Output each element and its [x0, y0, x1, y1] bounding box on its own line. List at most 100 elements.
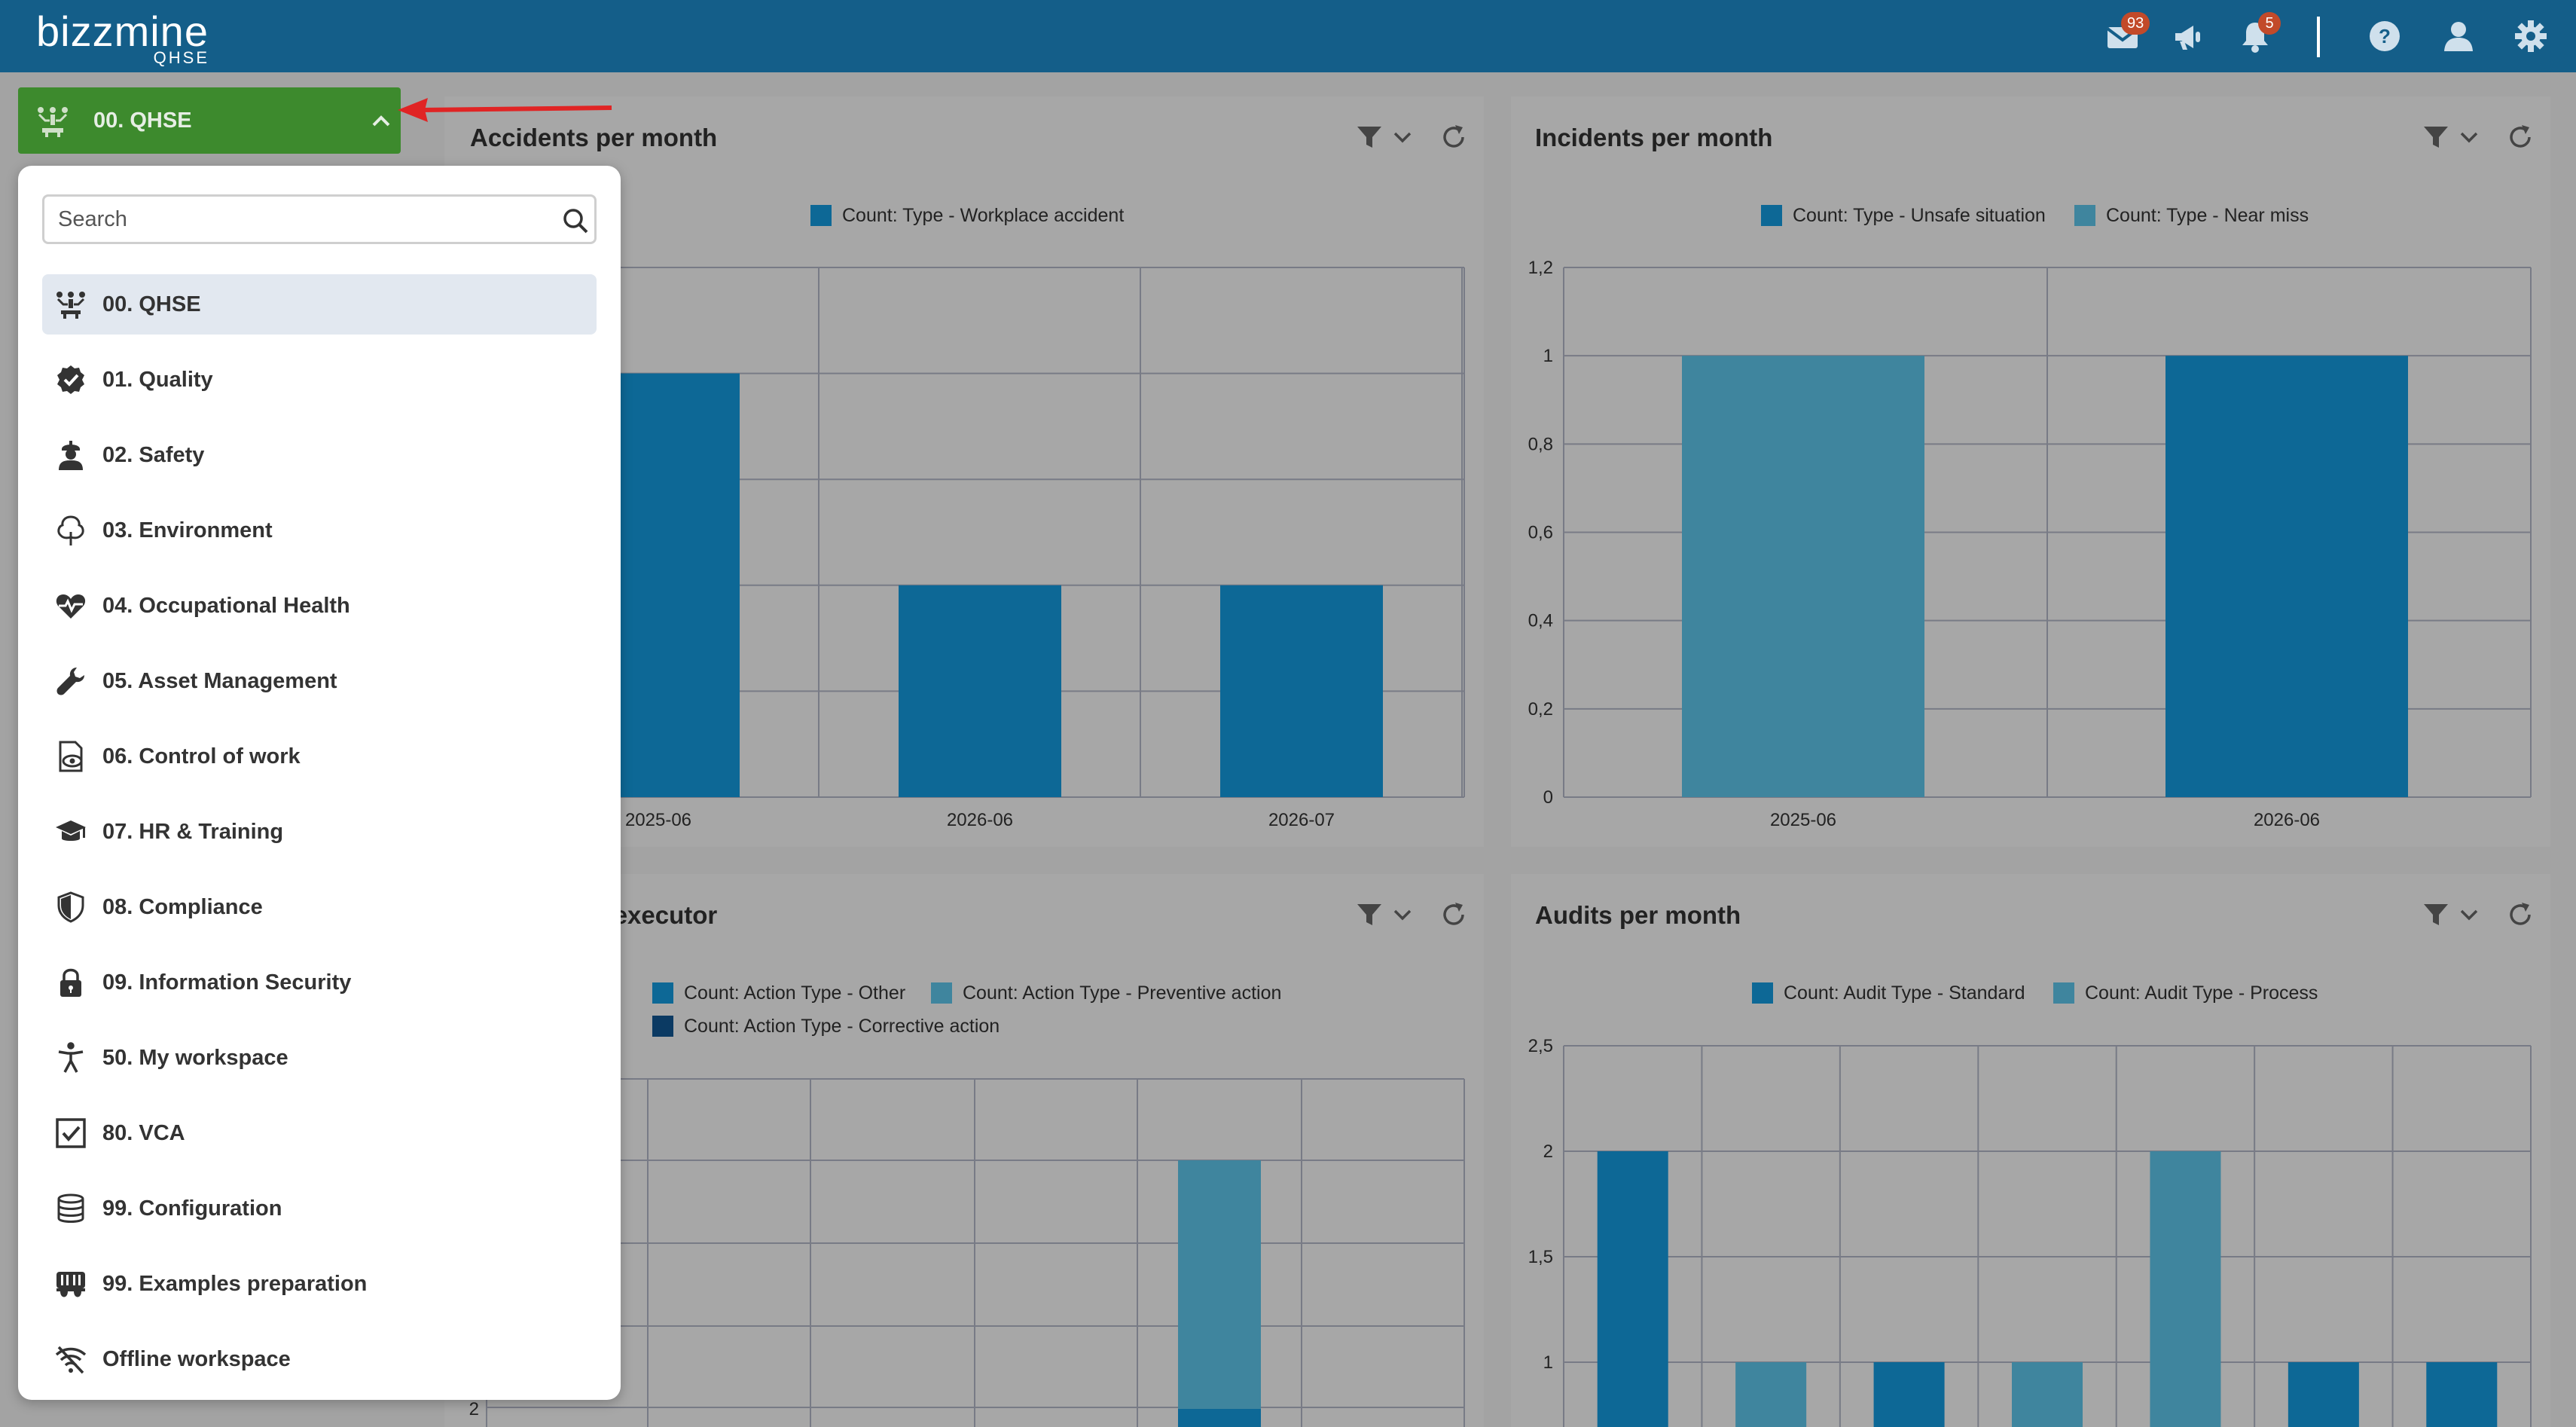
- module-item-asset-management[interactable]: 05. Asset Management: [42, 651, 597, 711]
- bar-segment: [1178, 1409, 1261, 1427]
- y-tick-label: 0,6: [1528, 523, 1553, 543]
- chevron-down-icon[interactable]: [1386, 898, 1419, 931]
- bar: [2426, 1362, 2498, 1427]
- module-label: 08. Compliance: [102, 895, 263, 919]
- audits-per-month-card: Audits per month Count: Audit Type - Sta…: [1511, 874, 2550, 1427]
- module-search-field[interactable]: [42, 194, 597, 244]
- legend-swatch: [652, 982, 673, 1004]
- bar: [2165, 356, 2408, 798]
- y-tick-label: 0,2: [1528, 699, 1553, 720]
- module-item-vca[interactable]: 80. VCA: [42, 1103, 597, 1163]
- y-tick-label: 0: [1543, 787, 1553, 808]
- legend-swatch: [1761, 205, 1782, 226]
- module-item-hr-training[interactable]: 07. HR & Training: [42, 802, 597, 862]
- shield-icon: [54, 891, 87, 924]
- module-item-offline-workspace[interactable]: Offline workspace: [42, 1329, 597, 1389]
- legend-label: Count: Action Type - Other: [684, 982, 906, 1004]
- qhse-icon: [35, 102, 71, 139]
- bizzmine-logo[interactable]: bizzmine QHSE: [36, 8, 217, 66]
- refresh-icon[interactable]: [1437, 121, 1470, 154]
- legend-label: Count: Audit Type - Process: [2085, 982, 2318, 1004]
- refresh-icon[interactable]: [2504, 898, 2537, 931]
- chevron-down-icon[interactable]: [2452, 121, 2486, 154]
- legend-swatch: [2074, 205, 2095, 226]
- module-item-safety[interactable]: 02. Safety: [42, 425, 597, 485]
- module-item-environment[interactable]: 03. Environment: [42, 500, 597, 561]
- module-item-compliance[interactable]: 08. Compliance: [42, 877, 597, 937]
- filter-icon[interactable]: [2419, 898, 2452, 931]
- module-label: 99. Examples preparation: [102, 1272, 368, 1296]
- module-search-input[interactable]: [58, 204, 540, 234]
- module-item-my-workspace[interactable]: 50. My workspace: [42, 1028, 597, 1088]
- bar: [2150, 1151, 2221, 1427]
- x-tick-label: 2025-06: [625, 810, 691, 830]
- chevron-down-icon[interactable]: [2452, 898, 2486, 931]
- quality-badge-icon: [54, 363, 87, 396]
- module-label: 06. Control of work: [102, 744, 301, 769]
- legend-swatch: [2053, 982, 2074, 1004]
- card-toolbar: [1353, 898, 1481, 931]
- database-icon: [54, 1192, 87, 1225]
- filter-icon[interactable]: [1353, 898, 1386, 931]
- heartbeat-icon: [54, 589, 87, 622]
- checkbox-icon: [54, 1117, 87, 1150]
- incidents-per-month-card: Incidents per month Count: Type - Unsafe…: [1511, 96, 2550, 847]
- card-title: Incidents per month: [1535, 124, 1773, 151]
- user-icon[interactable]: [2440, 18, 2477, 54]
- top-navigation-bar: bizzmine QHSE 93 5 ?: [0, 0, 2576, 72]
- header-separator: [2317, 17, 2320, 57]
- x-tick-label: 2025-06: [1770, 810, 1836, 830]
- module-label: 09. Information Security: [102, 970, 352, 995]
- x-tick-label: 2026-06: [2254, 810, 2320, 830]
- y-tick-label: 1: [1543, 1352, 1553, 1373]
- legend-label: Count: Action Type - Preventive action: [963, 982, 1282, 1004]
- y-tick-label: 1,5: [1528, 1247, 1553, 1267]
- module-switcher-button[interactable]: 00. QHSE: [18, 87, 401, 154]
- notification-badge: 5: [2258, 12, 2281, 35]
- module-label: 02. Safety: [102, 443, 205, 467]
- audits-chart: 1 1,5 2 2,5: [1528, 1036, 2532, 1427]
- card-title: Audits per month: [1535, 901, 1741, 929]
- module-item-occupational-health[interactable]: 04. Occupational Health: [42, 576, 597, 636]
- module-label: 01. Quality: [102, 368, 213, 392]
- module-item-qhse[interactable]: 00. QHSE: [42, 274, 597, 335]
- legend-swatch: [1752, 982, 1773, 1004]
- y-tick-label: 2,5: [1528, 1036, 1553, 1056]
- module-label: Offline workspace: [102, 1347, 291, 1371]
- module-item-quality[interactable]: 01. Quality: [42, 350, 597, 410]
- refresh-icon[interactable]: [1437, 898, 1470, 931]
- search-icon[interactable]: [561, 206, 590, 235]
- help-icon[interactable]: ?: [2367, 18, 2403, 54]
- bar-segment: [1178, 1160, 1261, 1427]
- bar: [1873, 1362, 1945, 1427]
- module-item-examples-preparation[interactable]: 99. Examples preparation: [42, 1254, 597, 1314]
- worker-icon: [54, 438, 87, 472]
- legend-label: Count: Audit Type - Standard: [1784, 982, 2025, 1004]
- logo-text: bizzmine: [36, 8, 209, 55]
- legend-swatch: [652, 1016, 673, 1037]
- x-tick-label: 2026-06: [947, 810, 1013, 830]
- bar: [899, 585, 1061, 797]
- bar: [1682, 356, 1924, 798]
- mail-badge: 93: [2121, 12, 2150, 35]
- filter-icon[interactable]: [1353, 121, 1386, 154]
- gear-icon[interactable]: [2513, 18, 2549, 54]
- refresh-icon[interactable]: [2504, 121, 2537, 154]
- mask-icon: [54, 1267, 87, 1300]
- bar: [2288, 1362, 2359, 1427]
- chevron-down-icon[interactable]: [1386, 121, 1419, 154]
- wifi-off-icon: [54, 1343, 87, 1376]
- megaphone-icon[interactable]: [2171, 18, 2207, 54]
- module-label: 00. QHSE: [102, 292, 201, 316]
- module-label: 07. HR & Training: [102, 820, 284, 844]
- bar: [1597, 1151, 1668, 1427]
- module-item-configuration[interactable]: 99. Configuration: [42, 1178, 597, 1239]
- card-toolbar: [2419, 898, 2547, 931]
- module-label: 03. Environment: [102, 518, 273, 542]
- module-item-information-security[interactable]: 09. Information Security: [42, 952, 597, 1013]
- legend-label: Count: Type - Workplace accident: [842, 205, 1125, 226]
- module-item-control-of-work[interactable]: 06. Control of work: [42, 726, 597, 787]
- annotation-arrow: [398, 98, 612, 122]
- document-eye-icon: [54, 740, 87, 773]
- filter-icon[interactable]: [2419, 121, 2452, 154]
